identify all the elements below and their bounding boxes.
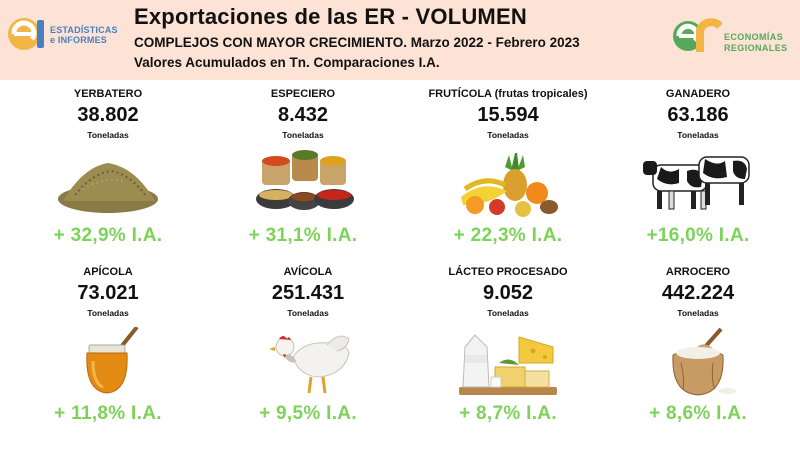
page-subtitle-values: Valores Acumulados en Tn. Comparaciones …: [134, 55, 440, 70]
header-banner: ESTADÍSTICAS e INFORMES Exportaciones de…: [0, 0, 800, 80]
complejo-growth: + 22,3% I.A.: [453, 225, 563, 246]
complejo-value: 9.052: [482, 282, 534, 304]
complejo-name: FRUTÍCOLA (frutas tropicales): [428, 88, 588, 100]
er-logo-icon: [673, 18, 722, 52]
ei-logo-icon: [8, 18, 44, 50]
complejo-name: ARROCERO: [665, 266, 731, 278]
complejo-unit: Toneladas: [87, 308, 129, 318]
card-avicola: AVÍCOLA 251.431 Toneladas + 9,5% I.A.: [208, 266, 408, 425]
card-fruticola: FRUTÍCOLA (frutas tropicales) 15.594 Ton…: [408, 88, 608, 247]
complejo-unit: Toneladas: [87, 130, 129, 140]
complejo-name: GANADERO: [665, 88, 731, 100]
cows-icon: [643, 149, 753, 219]
complejo-growth: + 32,9% I.A.: [53, 225, 163, 246]
complejo-growth: + 8,7% I.A.: [459, 403, 557, 424]
complejo-unit: Toneladas: [487, 308, 529, 318]
card-especiero: ESPECIERO 8.432 Toneladas + 31,1% I.A.: [203, 88, 403, 247]
complejo-name: ESPECIERO: [270, 88, 336, 100]
complejo-name: APÍCOLA: [83, 266, 133, 278]
complejo-unit: Toneladas: [282, 130, 324, 140]
page-subtitle: COMPLEJOS CON MAYOR CRECIMIENTO. Marzo 2…: [134, 35, 580, 50]
card-arrocero: ARROCERO 442.224 Toneladas + 8,6% I.A.: [598, 266, 798, 425]
tropical-fruits-icon: [453, 149, 563, 219]
complejo-growth: + 9,5% I.A.: [259, 403, 357, 424]
complejo-unit: Toneladas: [677, 130, 719, 140]
logo-right-line1: ECONOMÍAS: [724, 32, 784, 42]
complejo-value: 63.186: [667, 104, 729, 126]
rice-sack-icon: [643, 327, 753, 397]
card-yerbatero: YERBATERO 38.802 Toneladas + 32,9% I.A.: [8, 88, 208, 247]
logo-left-line1: ESTADÍSTICAS: [50, 25, 118, 35]
card-apicola: APÍCOLA 73.021 Toneladas + 11,8% I.A.: [8, 266, 208, 425]
logo-right-line2: REGIONALES: [724, 43, 788, 53]
yerba-mate-icon: [53, 149, 163, 219]
economias-regionales-logo: ECONOMÍAS REGIONALES: [670, 12, 795, 62]
complejo-name: LÁCTEO PROCESADO: [448, 266, 568, 278]
complejo-value: 15.594: [477, 104, 539, 126]
dairy-icon: [453, 327, 563, 397]
complejo-growth: +16,0% I.A.: [646, 225, 750, 246]
card-lacteo: LÁCTEO PROCESADO 9.052 Toneladas + 8,7% …: [408, 266, 608, 425]
complejo-unit: Toneladas: [287, 308, 329, 318]
complejo-growth: + 31,1% I.A.: [248, 225, 358, 246]
complejo-unit: Toneladas: [487, 130, 529, 140]
card-ganadero: GANADERO 63.186 Toneladas +16,0% I.A.: [598, 88, 798, 247]
estadisticas-logo: ESTADÍSTICAS e INFORMES: [6, 12, 126, 62]
complejo-unit: Toneladas: [677, 308, 719, 318]
page-title: Exportaciones de las ER - VOLUMEN: [134, 4, 527, 29]
complejo-value: 442.224: [661, 282, 735, 304]
honey-jar-icon: [53, 327, 163, 397]
complejo-value: 73.021: [77, 282, 139, 304]
complejo-value: 8.432: [277, 104, 329, 126]
complejo-growth: + 8,6% I.A.: [649, 403, 747, 424]
complejo-growth: + 11,8% I.A.: [54, 403, 162, 424]
complejo-name: YERBATERO: [73, 88, 143, 100]
complejo-value: 38.802: [77, 104, 139, 126]
chicken-icon: [253, 327, 363, 397]
complejo-value: 251.431: [271, 282, 345, 304]
complejo-name: AVÍCOLA: [283, 266, 333, 278]
spices-icon: [248, 149, 358, 219]
logo-left-line2: e INFORMES: [50, 35, 108, 45]
